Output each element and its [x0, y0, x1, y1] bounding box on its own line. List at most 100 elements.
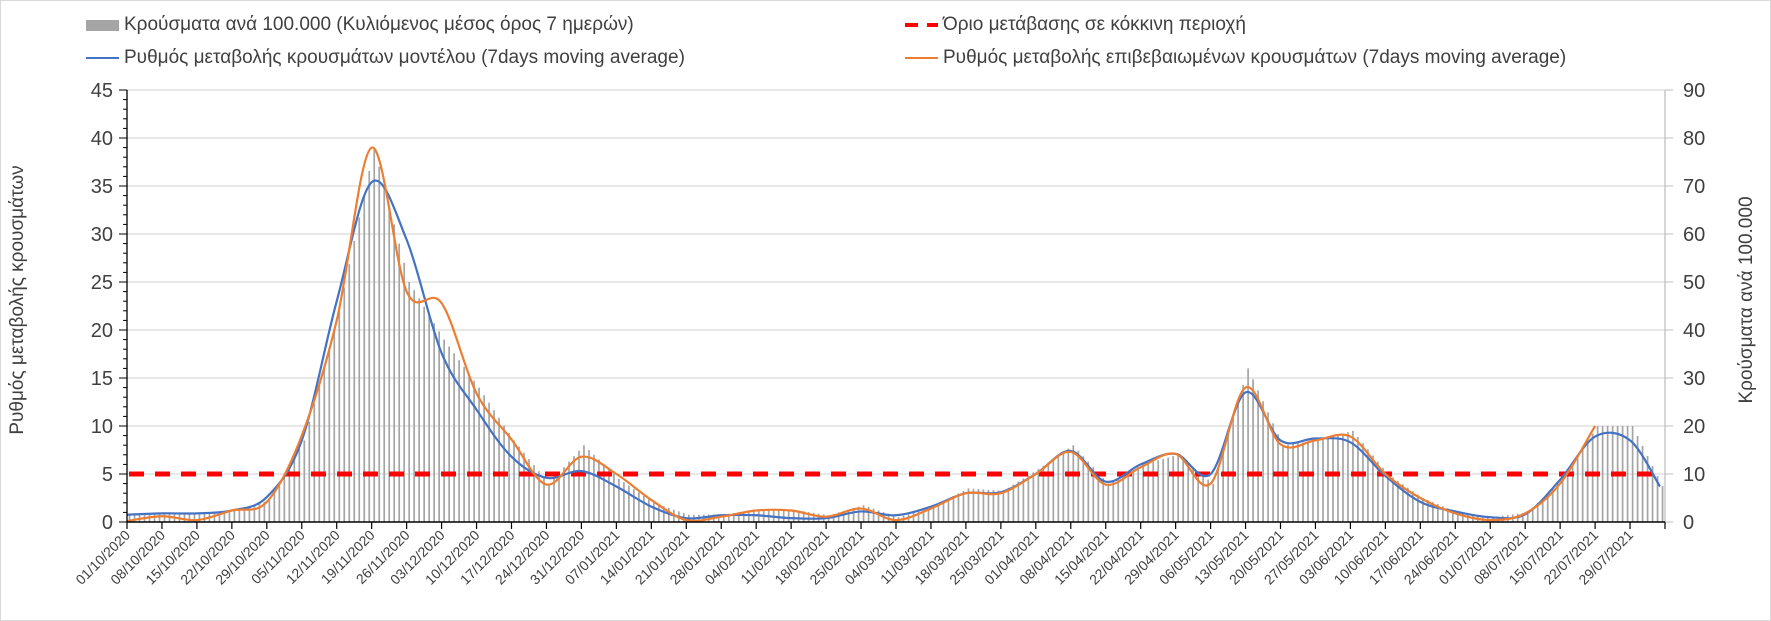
- bar: [628, 485, 630, 522]
- bar: [298, 448, 301, 522]
- bar: [942, 501, 945, 522]
- bar: [398, 243, 401, 522]
- bar: [1546, 493, 1549, 522]
- bar: [852, 508, 855, 522]
- bar: [1297, 443, 1299, 522]
- bar: [1287, 444, 1289, 522]
- bar: [727, 513, 730, 522]
- bar: [877, 510, 880, 522]
- right-tick-label: 10: [1683, 464, 1705, 486]
- legend-item-confirmed: Ρυθμός μεταβολής επιβεβαιωμένων κρουσμάτ…: [905, 46, 1566, 70]
- bar: [1162, 458, 1165, 522]
- bar: [787, 509, 790, 522]
- bar: [283, 474, 286, 522]
- bar: [1132, 469, 1135, 522]
- bar: [433, 323, 436, 522]
- bar: [1122, 475, 1125, 522]
- bar: [1576, 456, 1579, 522]
- legend-item-model: Ρυθμός μεταβολής κρουσμάτων μοντέλου (7d…: [86, 46, 685, 70]
- bar: [1661, 486, 1664, 522]
- bar: [1347, 432, 1349, 522]
- bar: [917, 510, 920, 522]
- bar: [867, 506, 870, 522]
- bar: [1152, 461, 1155, 522]
- bar: [1012, 484, 1015, 522]
- bar: [947, 498, 950, 522]
- legend-label-model: Ρυθμός μεταβολής κρουσμάτων μοντέλου (7d…: [124, 47, 685, 68]
- bar: [1127, 472, 1130, 522]
- bar: [308, 421, 311, 522]
- bar: [1531, 507, 1534, 522]
- bar: [1407, 487, 1409, 522]
- bar: [303, 440, 306, 522]
- bar: [133, 514, 136, 522]
- bar: [1077, 450, 1080, 522]
- bar: [1451, 510, 1454, 522]
- bar: [553, 478, 555, 522]
- bar: [648, 499, 650, 522]
- bar: [972, 488, 975, 522]
- legend-item-threshold: Όριο μετάβασης σε κόκκινη περιοχή: [905, 13, 1246, 37]
- bar: [448, 346, 450, 522]
- bar: [1342, 433, 1344, 522]
- bar: [658, 504, 660, 522]
- legend-label-bars: Κρούσματα ανά 100.000 (Κυλιόμενος μέσος …: [124, 14, 634, 35]
- bar: [1282, 445, 1284, 522]
- bar: [353, 240, 356, 522]
- bar: [792, 509, 795, 522]
- bar: [1182, 458, 1185, 522]
- bar: [1002, 490, 1005, 522]
- bar: [558, 472, 560, 522]
- bar: [862, 505, 865, 522]
- bar: [1541, 498, 1544, 522]
- bar: [1207, 479, 1209, 522]
- bar: [927, 507, 930, 522]
- bar: [1606, 426, 1609, 522]
- bar: [722, 514, 725, 522]
- bar: [812, 512, 815, 522]
- bar: [802, 511, 805, 522]
- bar: [258, 503, 261, 522]
- left-tick-label: 5: [102, 464, 113, 486]
- bar: [573, 456, 575, 522]
- bar: [128, 514, 131, 522]
- bar: [608, 469, 610, 522]
- bar: [1317, 440, 1319, 522]
- bar: [1312, 441, 1314, 522]
- bar: [348, 264, 351, 522]
- bar: [1232, 417, 1234, 522]
- bar: [837, 512, 840, 522]
- bar: [548, 483, 550, 522]
- bar: [982, 489, 985, 522]
- bar: [638, 492, 640, 522]
- legend-swatch-confirmed: [905, 57, 938, 59]
- bar: [513, 440, 515, 522]
- bar: [777, 509, 780, 522]
- bar: [1082, 456, 1085, 522]
- bar: [1387, 474, 1389, 522]
- bar: [1561, 478, 1564, 522]
- bar: [987, 489, 990, 522]
- bar: [158, 513, 161, 522]
- bar: [588, 450, 590, 522]
- bar: [1412, 491, 1414, 522]
- bar: [892, 515, 895, 522]
- legend-item-bars: Κρούσματα ανά 100.000 (Κυλιόμενος μέσος …: [86, 13, 634, 37]
- bar: [1097, 472, 1100, 522]
- bar: [268, 500, 271, 522]
- bar: [847, 509, 850, 522]
- bar: [1072, 445, 1075, 522]
- bar: [533, 465, 535, 522]
- bar: [318, 384, 321, 522]
- bar: [528, 458, 530, 522]
- bar: [1656, 476, 1659, 522]
- bar: [1147, 463, 1150, 522]
- bar: [633, 489, 635, 522]
- legend-swatch-bars: [86, 19, 119, 31]
- bar: [313, 403, 316, 522]
- bar: [493, 410, 495, 522]
- bar: [1397, 480, 1399, 522]
- bar: [1631, 426, 1634, 522]
- bar: [1062, 452, 1065, 522]
